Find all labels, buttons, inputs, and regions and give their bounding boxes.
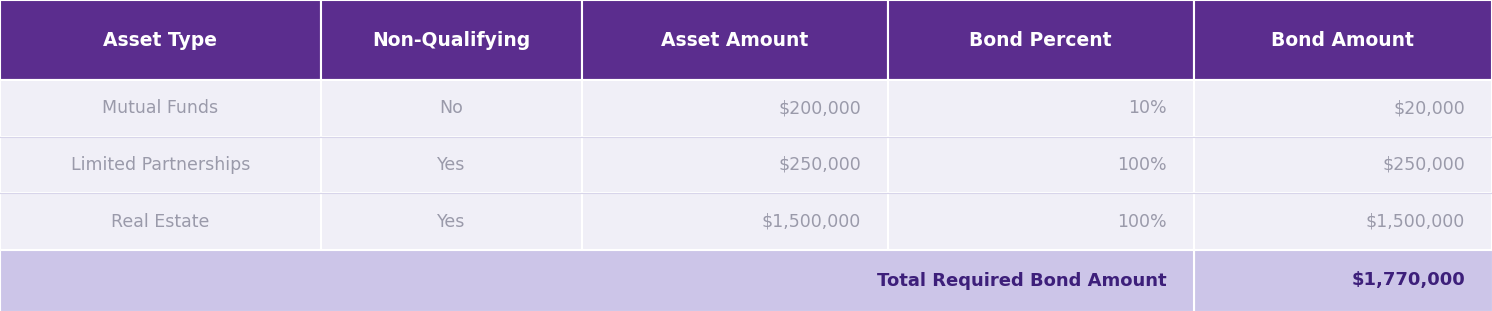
Bar [888,0,1194,80]
Text: $200,000: $200,000 [779,99,861,117]
Bar [0,193,321,250]
Text: Yes: Yes [437,156,466,174]
Text: Bond Amount: Bond Amount [1271,30,1414,49]
Text: Total Required Bond Amount: Total Required Bond Amount [877,272,1167,290]
Text: Non-Qualifying: Non-Qualifying [372,30,531,49]
Bar [0,0,321,80]
Text: 100%: 100% [1118,156,1167,174]
Bar [321,137,582,193]
Bar [888,193,1194,250]
Text: Mutual Funds: Mutual Funds [103,99,218,117]
Bar [582,80,888,137]
Bar [582,137,888,193]
Text: Bond Percent: Bond Percent [970,30,1112,49]
Bar [1194,137,1492,193]
Text: Yes: Yes [437,213,466,231]
Text: $1,500,000: $1,500,000 [761,213,861,231]
Bar [582,0,888,80]
Text: Asset Amount: Asset Amount [661,30,809,49]
Bar [1194,250,1492,311]
Bar [888,137,1194,193]
Bar [1194,0,1492,80]
Bar [0,250,1194,311]
Bar [888,80,1194,137]
Text: 10%: 10% [1128,99,1167,117]
Bar [582,193,888,250]
Bar [321,193,582,250]
Text: Asset Type: Asset Type [103,30,218,49]
Bar [0,137,321,193]
Text: $1,500,000: $1,500,000 [1365,213,1465,231]
Bar [1194,193,1492,250]
Bar [1194,80,1492,137]
Text: $1,770,000: $1,770,000 [1352,272,1465,290]
Text: $250,000: $250,000 [1383,156,1465,174]
Text: $20,000: $20,000 [1394,99,1465,117]
Bar [321,80,582,137]
Bar [321,0,582,80]
Text: Real Estate: Real Estate [112,213,209,231]
Text: $250,000: $250,000 [779,156,861,174]
Text: No: No [439,99,464,117]
Text: 100%: 100% [1118,213,1167,231]
Text: Limited Partnerships: Limited Partnerships [70,156,251,174]
Bar [0,80,321,137]
